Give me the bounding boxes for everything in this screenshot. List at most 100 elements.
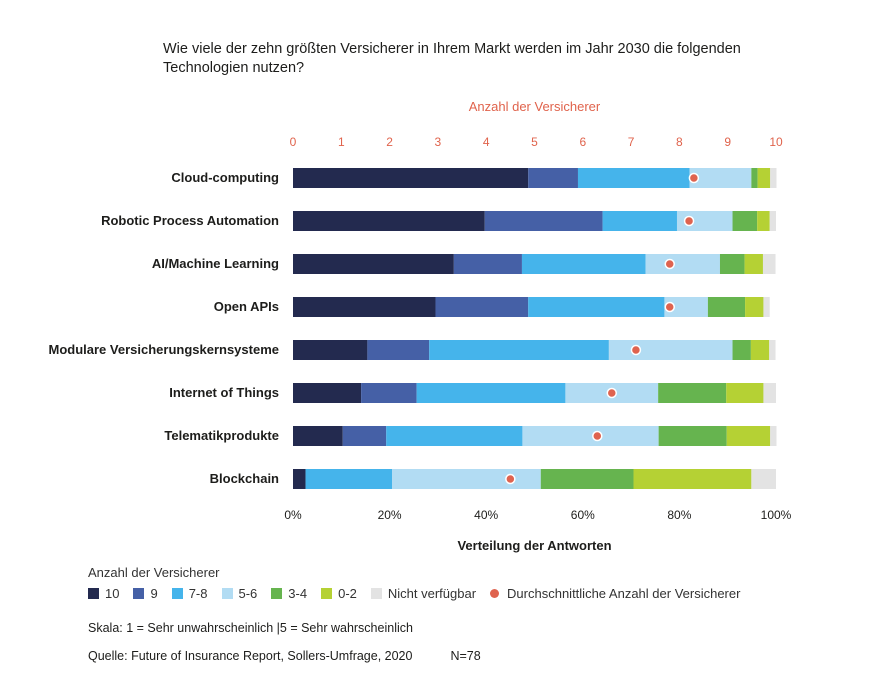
legend-item: 0-2 [321,586,357,601]
bar-segment-10 [293,168,529,188]
bar-segment-9 [528,168,578,188]
bar-segment-7-8 [386,426,523,446]
bar-segment-3-4 [732,211,758,231]
bar-segment-5-6 [664,297,708,317]
category-label: Robotic Process Automation [101,213,279,228]
bar-segment-9 [484,211,603,231]
legend-swatch [271,588,283,599]
bar-segment-9 [361,383,417,403]
bar-segment-nicht-verf-gbar [763,297,770,317]
top-axis-tick-label: 0 [290,135,297,149]
bar-segment-10 [293,211,485,231]
source-note: Quelle: Future of Insurance Report, Soll… [88,649,481,663]
sample-size: N=78 [450,649,481,663]
category-label: Cloud-computing [171,170,279,185]
legend-swatch [171,588,183,599]
legend-item: 3-4 [271,586,307,601]
average-marker [664,301,675,313]
legend-swatch [221,588,233,599]
top-axis-tick-label: 3 [435,135,442,149]
bottom-axis-tick-label: 20% [378,508,402,522]
scale-note: Skala: 1 = Sehr unwahrscheinlich |5 = Se… [88,621,413,635]
average-marker [688,172,700,184]
source-text: Quelle: Future of Insurance Report, Soll… [88,649,413,663]
legend-label: 9 [150,586,158,601]
category-label: AI/Machine Learning [152,256,279,271]
bottom-axis-tick-label: 100% [761,508,792,522]
legend-item: 7-8 [171,586,208,601]
bar-segment-0-2 [726,426,771,446]
bar-segment-9 [367,340,430,360]
bottom-axis-tick-label: 40% [474,508,498,522]
legend-swatch [370,588,382,599]
legend-swatch [88,588,99,599]
legend-label: 0-2 [338,586,357,601]
bar-segment-nicht-verf-gbar [751,469,776,489]
category-label: Telematikprodukte [164,428,279,443]
bar-segment-7-8 [528,297,665,317]
bar-segment-10 [293,297,436,317]
legend-item: 9 [133,586,158,601]
category-label: Internet of Things [169,385,279,400]
bar-segment-7-8 [521,254,646,274]
bar-segment-nicht-verf-gbar [769,211,776,231]
bar-segment-7-8 [305,469,393,489]
bar-segment-0-2 [750,340,770,360]
legend: 10 9 7-8 5-6 3-4 0-2 Nicht verfügbar Durchschni… [88,586,754,601]
average-marker [505,473,516,485]
legend-item: Nicht verfügbar [370,586,477,601]
bar-segment-7-8 [429,340,609,360]
bar-segment-0-2 [757,168,771,188]
bar-segment-0-2 [745,297,764,317]
bottom-axis-label: Verteilung der Antworten [457,538,612,553]
legend-label: Nicht verfügbar [387,586,477,601]
bar-segment-5-6 [522,426,659,446]
legend-swatch [133,588,145,599]
legend-dot-marker [490,589,500,598]
legend-label: 5-6 [238,586,258,601]
bar-segment-0-2 [757,211,770,231]
average-marker [630,344,642,356]
chart-title-line-1: Wie viele der zehn größten Versicherer i… [163,41,741,57]
bar-segment-7-8 [416,383,566,403]
bar-segment-10 [293,469,306,489]
bar-segment-9 [453,254,522,274]
bar-segment-5-6 [676,211,733,231]
bar-segment-3-4 [732,340,751,360]
bar-segment-10 [293,340,368,360]
category-label: Open APIs [214,299,279,314]
category-label: Blockchain [210,471,279,486]
bar-segment-nicht-verf-gbar [770,168,777,188]
bar-segment-3-4 [719,254,745,274]
bar-segment-3-4 [658,383,727,403]
bar-segment-9 [342,426,387,446]
legend-label: 3-4 [288,586,308,601]
bottom-axis-tick-label: 80% [667,508,691,522]
top-axis-tick-label: 2 [386,135,393,149]
bar-segment-3-4 [540,469,634,489]
legend-swatch [321,588,333,599]
average-marker [683,215,695,227]
top-axis-tick-label: 9 [724,135,731,149]
top-axis-tick-label: 7 [628,135,635,149]
bar-segment-0-2 [726,383,764,403]
bar-segment-10 [293,383,362,403]
bar-segment-0-2 [744,254,763,274]
legend-item: 10 [88,586,119,601]
legend-item: 5-6 [221,586,258,601]
bar-segment-3-4 [707,297,746,317]
legend-label: 7-8 [188,586,208,601]
bar-segment-7-8 [602,211,677,231]
top-axis-tick-label: 6 [579,135,586,149]
top-axis-tick-label: 1 [338,135,345,149]
legend-label: Durchschnittliche Anzahl der Versicherer [507,586,741,601]
bar-segment-nicht-verf-gbar [769,340,776,360]
bar-segment-9 [435,297,529,317]
top-axis-tick-label: 5 [531,135,538,149]
top-axis-tick-label: 10 [769,135,783,149]
bar-segment-nicht-verf-gbar [763,383,776,403]
bottom-axis-tick-label: 0% [284,508,302,522]
bar-segment-5-6 [689,168,752,188]
category-label: Modulare Versicherungskernsysteme [49,342,280,357]
top-axis-label: Anzahl der Versicherer [468,99,601,114]
